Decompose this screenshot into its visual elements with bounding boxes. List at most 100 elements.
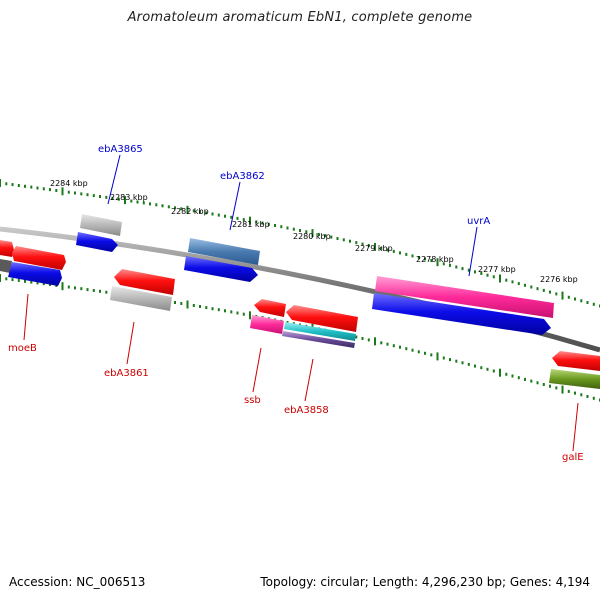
gene-arrow[interactable] <box>184 256 258 282</box>
major-tick <box>499 368 501 377</box>
minor-tick <box>336 237 339 240</box>
minor-tick <box>442 262 445 266</box>
minor-tick <box>592 396 595 400</box>
minor-tick <box>386 248 389 252</box>
minor-tick <box>467 362 470 366</box>
leader-line <box>126 321 135 365</box>
minor-tick <box>36 281 39 285</box>
minor-tick <box>530 379 533 383</box>
minor-tick <box>449 263 451 267</box>
minor-tick <box>17 278 20 282</box>
minor-tick <box>67 190 70 194</box>
gene-arrow[interactable] <box>552 351 600 371</box>
minor-tick <box>549 384 551 388</box>
gene-arrow[interactable] <box>375 276 554 318</box>
gene-arrow[interactable] <box>188 238 260 265</box>
leader-line <box>304 358 314 402</box>
gene-arrow[interactable] <box>110 286 172 311</box>
gene-arrow[interactable] <box>286 305 358 332</box>
gene-arrow[interactable] <box>114 269 175 295</box>
gene-arrow[interactable] <box>76 232 118 252</box>
minor-tick <box>474 270 476 274</box>
minor-tick <box>11 278 14 282</box>
minor-tick <box>355 241 358 245</box>
minor-tick <box>286 226 289 230</box>
minor-tick <box>67 285 70 289</box>
minor-tick <box>211 212 214 216</box>
minor-tick <box>174 301 176 304</box>
minor-tick <box>461 361 464 365</box>
minor-tick <box>299 229 301 232</box>
gene-arrow[interactable] <box>284 322 356 341</box>
minor-tick <box>442 356 445 360</box>
minor-tick <box>586 301 589 304</box>
gene-label-ebA3858[interactable]: ebA3858 <box>284 405 329 416</box>
minor-tick <box>505 278 508 282</box>
major-tick <box>374 242 376 251</box>
gene-arrow[interactable] <box>254 299 286 317</box>
minor-tick <box>261 221 264 225</box>
leader-line <box>468 226 478 277</box>
scale-label: 2277 kbp <box>478 265 516 274</box>
minor-tick <box>455 265 458 269</box>
gene-label-ssb[interactable]: ssb <box>244 395 261 406</box>
minor-tick <box>99 195 101 198</box>
minor-tick <box>361 337 364 340</box>
gene-labels: ebA3865 ebA3862 uvrA moeB ebA3861 ssb eb… <box>8 144 584 463</box>
major-tick <box>374 337 376 346</box>
leader-line <box>229 181 241 231</box>
minor-tick <box>317 232 320 236</box>
gene-arrow[interactable] <box>250 315 284 334</box>
minor-tick <box>92 289 95 292</box>
minor-tick <box>574 297 576 301</box>
major-tick <box>499 274 501 283</box>
gene-arrow[interactable] <box>282 331 355 348</box>
gene-arrow[interactable] <box>372 293 551 335</box>
minor-tick <box>517 282 520 286</box>
leader-line <box>572 402 579 452</box>
minor-tick <box>455 359 458 363</box>
minor-tick <box>149 202 151 206</box>
gene-label-galE[interactable]: galE <box>562 452 584 463</box>
gene-label-ebA3865[interactable]: ebA3865 <box>98 144 143 155</box>
minor-tick <box>117 197 120 201</box>
minor-tick <box>349 239 351 243</box>
minor-tick <box>17 184 20 187</box>
gene-arrow[interactable] <box>8 262 62 286</box>
minor-tick <box>74 286 76 290</box>
minor-tick <box>111 196 114 200</box>
label-leaders <box>23 154 579 452</box>
minor-tick <box>167 205 170 209</box>
gene-arrow[interactable] <box>80 214 122 236</box>
minor-tick <box>55 189 58 192</box>
minor-tick <box>5 277 8 281</box>
leader-line <box>107 154 121 205</box>
minor-tick <box>80 287 83 291</box>
minor-tick <box>180 302 183 305</box>
minor-tick <box>130 199 133 203</box>
minor-tick <box>236 216 239 220</box>
minor-tick <box>24 279 26 283</box>
gene-arrow[interactable] <box>549 369 600 389</box>
minor-tick <box>449 358 451 362</box>
gene-arrow[interactable] <box>0 240 14 257</box>
minor-tick <box>255 220 258 224</box>
gene-arrow[interactable] <box>12 246 66 270</box>
major-tick <box>61 187 64 196</box>
minor-tick <box>142 201 145 205</box>
minor-tick <box>199 210 201 214</box>
gene-label-uvrA[interactable]: uvrA <box>467 216 490 227</box>
reverse-genes <box>110 269 600 389</box>
gene-label-ebA3862[interactable]: ebA3862 <box>220 171 265 182</box>
minor-tick <box>380 246 383 250</box>
gene-arrow[interactable] <box>0 259 12 273</box>
major-tick <box>436 258 439 267</box>
minor-tick <box>211 307 214 311</box>
minor-tick <box>367 244 370 247</box>
minor-tick <box>486 273 489 277</box>
minor-tick <box>424 351 426 355</box>
minor-tick <box>80 192 83 196</box>
gene-label-moeB[interactable]: moeB <box>8 343 37 354</box>
gene-label-ebA3861[interactable]: ebA3861 <box>104 368 149 379</box>
